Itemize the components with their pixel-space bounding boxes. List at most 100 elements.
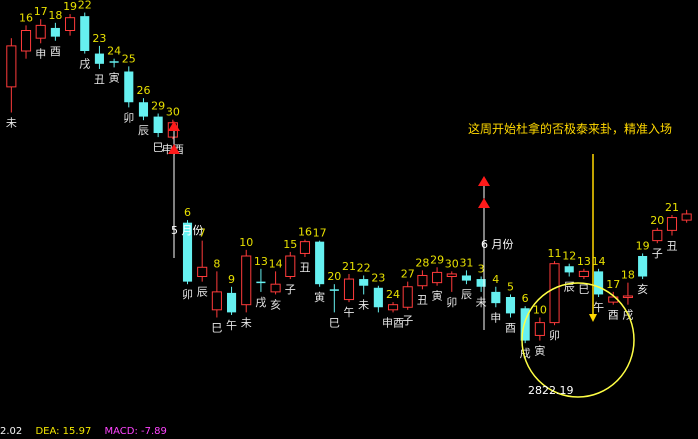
low-price-label: 2822.19 [528, 384, 574, 397]
candle-number: 21 [665, 201, 679, 214]
candle-branch-label: 丑 [299, 261, 310, 274]
candle-branch-label: 亥 [637, 282, 648, 296]
candle-body [94, 53, 104, 64]
candle-body [285, 255, 296, 277]
candle-body [505, 297, 516, 314]
candle-number: 3 [478, 263, 485, 276]
candle-number: 11 [548, 247, 562, 260]
candle-number: 24 [386, 288, 400, 301]
macd-value: MACD: -7.89 [104, 426, 167, 437]
candle-number: 17 [606, 278, 620, 291]
dea-value: DEA: 15.97 [35, 426, 92, 437]
candle-branch-label: 午 [226, 319, 237, 332]
candle-branch-label: 未 [241, 316, 252, 329]
candle-body [182, 222, 193, 282]
candle-branch-label: 寅 [432, 289, 443, 303]
candle-body [50, 27, 60, 37]
candle-number: 23 [371, 272, 385, 285]
candle-body [638, 256, 648, 277]
candle-body [80, 16, 90, 51]
candle-branch-label: 午 [593, 301, 604, 314]
candle-branch-label: 戌 [255, 296, 266, 309]
candle-number: 14 [269, 257, 283, 270]
candle-branch-label: 未 [358, 298, 369, 311]
candle-body [315, 241, 325, 285]
candle-number: 22 [78, 0, 92, 12]
may-marker-arrow-top [168, 121, 180, 131]
candle-number: 29 [151, 100, 165, 113]
candle-body [227, 292, 237, 313]
candle-number: 20 [650, 214, 664, 227]
candle-body [153, 116, 163, 133]
candle-body [109, 61, 119, 63]
candle-branch-label: 戌 [79, 58, 90, 71]
candle-body [241, 255, 252, 306]
candle-branch-label: 未 [476, 296, 487, 309]
candle-number: 7 [199, 227, 206, 240]
candle-number: 31 [459, 256, 473, 269]
candle-body [329, 289, 339, 291]
may-month-label: 5 月份 [171, 224, 204, 237]
candle-body [343, 278, 355, 301]
candle-number: 28 [415, 256, 429, 269]
candle-number: 30 [445, 257, 459, 270]
candle-body [534, 322, 545, 336]
candle-branch-label: 丑 [94, 73, 105, 86]
candle-body [373, 287, 383, 308]
candle-branch-label: 丑 [417, 293, 428, 306]
candle-body [20, 30, 32, 52]
candle-branch-label: 巳 [329, 316, 340, 329]
candle-number: 18 [621, 269, 635, 282]
candle-branch-label: 卯 [123, 111, 134, 124]
highlight-circle [521, 282, 635, 398]
candle-branch-label: 卯 [446, 296, 457, 309]
candle-body [578, 270, 589, 277]
candle-body [6, 45, 17, 88]
candle-branch-label: 子 [402, 314, 413, 327]
entry-note: 这周开始杜拿的否极泰来卦，精准入场 [468, 121, 672, 136]
candle-branch-label: 亥 [270, 297, 281, 311]
candle-number: 10 [239, 236, 253, 249]
candle-number: 6 [184, 206, 191, 219]
candle-branch-label: 卯 [549, 329, 560, 342]
candle-number: 25 [122, 52, 136, 65]
candle-body [520, 308, 530, 341]
candle-body [359, 279, 369, 286]
candle-number: 18 [48, 9, 62, 22]
candle-body [138, 102, 149, 117]
candle-number: 6 [522, 292, 529, 305]
june-month-label: 6 月份 [481, 238, 514, 251]
candle-branch-label: 午 [344, 306, 355, 319]
candle-branch-label: 申酉 [382, 316, 404, 329]
candle-number: 30 [166, 106, 180, 119]
candle-branch-label: 辰 [197, 286, 208, 299]
candle-body [476, 279, 486, 287]
candle-branch-label: 未 [6, 117, 17, 130]
candle-branch-label: 酉 [505, 322, 516, 335]
candle-body [432, 271, 443, 284]
candle-branch-label: 巳 [153, 141, 164, 154]
june-marker-arrow-bottom [478, 198, 490, 208]
candle-body [417, 274, 428, 287]
candle-body [491, 291, 501, 304]
candle-number: 8 [213, 257, 220, 270]
candle-branch-label: 子 [285, 283, 296, 296]
candle-number: 26 [136, 84, 150, 97]
candle-branch-label: 巳 [578, 283, 589, 296]
candle-body [124, 71, 134, 103]
candle-body [402, 286, 413, 308]
candle-body [211, 291, 222, 311]
candle-number: 9 [228, 273, 235, 286]
candle-body [652, 229, 663, 242]
candle-number: 16 [298, 226, 312, 239]
candle-branch-label: 丑 [666, 240, 677, 253]
candle-body [270, 283, 281, 293]
candle-branch-label: 寅 [314, 290, 325, 304]
candle-number: 24 [107, 45, 121, 58]
candle-branch-label: 寅 [109, 70, 120, 84]
candle-number: 12 [562, 250, 576, 263]
candle-number: 21 [342, 260, 356, 273]
candles-layer [6, 12, 692, 344]
